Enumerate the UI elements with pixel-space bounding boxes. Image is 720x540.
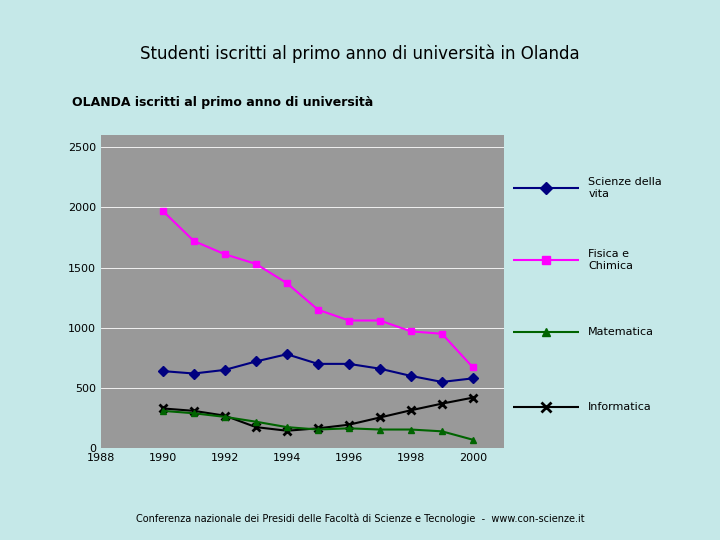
Text: OLANDA iscritti al primo anno di università: OLANDA iscritti al primo anno di univers… xyxy=(72,96,373,109)
Text: Informatica: Informatica xyxy=(588,402,652,413)
Text: Conferenza nazionale dei Presidi delle Facoltà di Scienze e Tecnologie  -  www.c: Conferenza nazionale dei Presidi delle F… xyxy=(135,513,585,524)
Text: Matematica: Matematica xyxy=(588,327,654,338)
Text: Scienze della
vita: Scienze della vita xyxy=(588,178,662,199)
Text: Fisica e
Chimica: Fisica e Chimica xyxy=(588,249,633,271)
Text: Studenti iscritti al primo anno di università in Olanda: Studenti iscritti al primo anno di unive… xyxy=(140,45,580,63)
